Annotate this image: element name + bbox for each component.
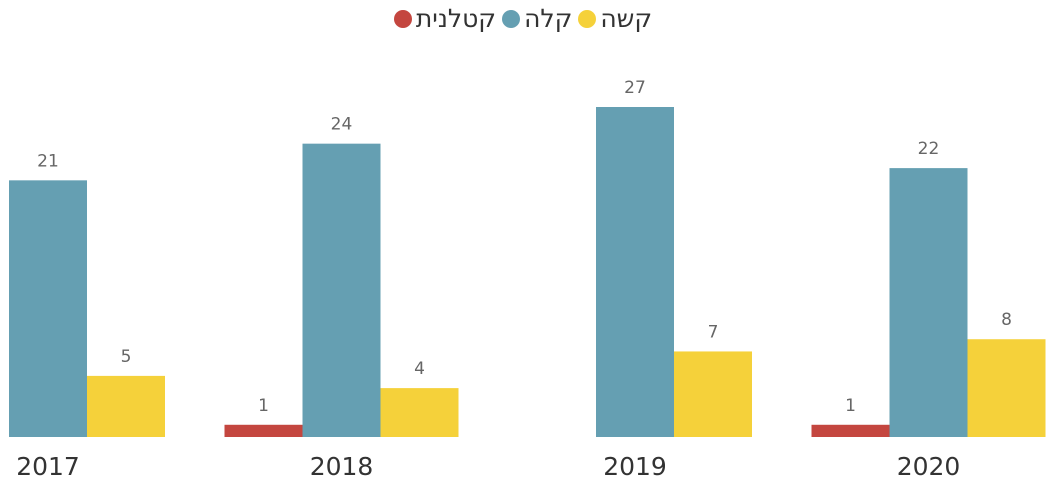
- value-label: 7: [708, 322, 719, 342]
- legend-swatch: [502, 9, 521, 28]
- value-label: 24: [331, 115, 353, 135]
- value-label: 21: [37, 151, 59, 171]
- value-label: 1: [845, 396, 856, 416]
- legend-label: קטלנית: [415, 4, 497, 33]
- bar: [967, 339, 1046, 437]
- value-label: 27: [624, 78, 646, 98]
- legend-item: קלה: [502, 4, 572, 33]
- legend-item: קשה: [578, 4, 652, 33]
- bar: [9, 180, 87, 438]
- value-label: 1: [258, 396, 269, 416]
- x-tick-label: 2019: [603, 452, 667, 479]
- bar: [87, 375, 165, 437]
- x-tick-label: 2020: [897, 452, 961, 479]
- legend-label: קלה: [524, 4, 573, 33]
- bar: [674, 351, 752, 437]
- bar: [811, 424, 890, 437]
- x-tick-label: 2018: [310, 452, 374, 479]
- legend-label: קשה: [600, 4, 653, 33]
- legend-item: קטלנית: [393, 4, 497, 33]
- legend: קשה קלה קטלנית: [0, 4, 1046, 33]
- bar: [596, 107, 674, 437]
- value-label: 4: [414, 359, 425, 379]
- bar: [380, 388, 459, 437]
- legend-swatch: [393, 9, 412, 28]
- bar: [302, 143, 381, 437]
- bar: [224, 424, 303, 437]
- bar: [889, 168, 968, 437]
- value-label: 22: [918, 139, 940, 159]
- legend-swatch: [578, 9, 597, 28]
- value-label: 8: [1001, 310, 1012, 330]
- value-label: 5: [121, 347, 132, 367]
- x-tick-label: 2017: [16, 452, 80, 479]
